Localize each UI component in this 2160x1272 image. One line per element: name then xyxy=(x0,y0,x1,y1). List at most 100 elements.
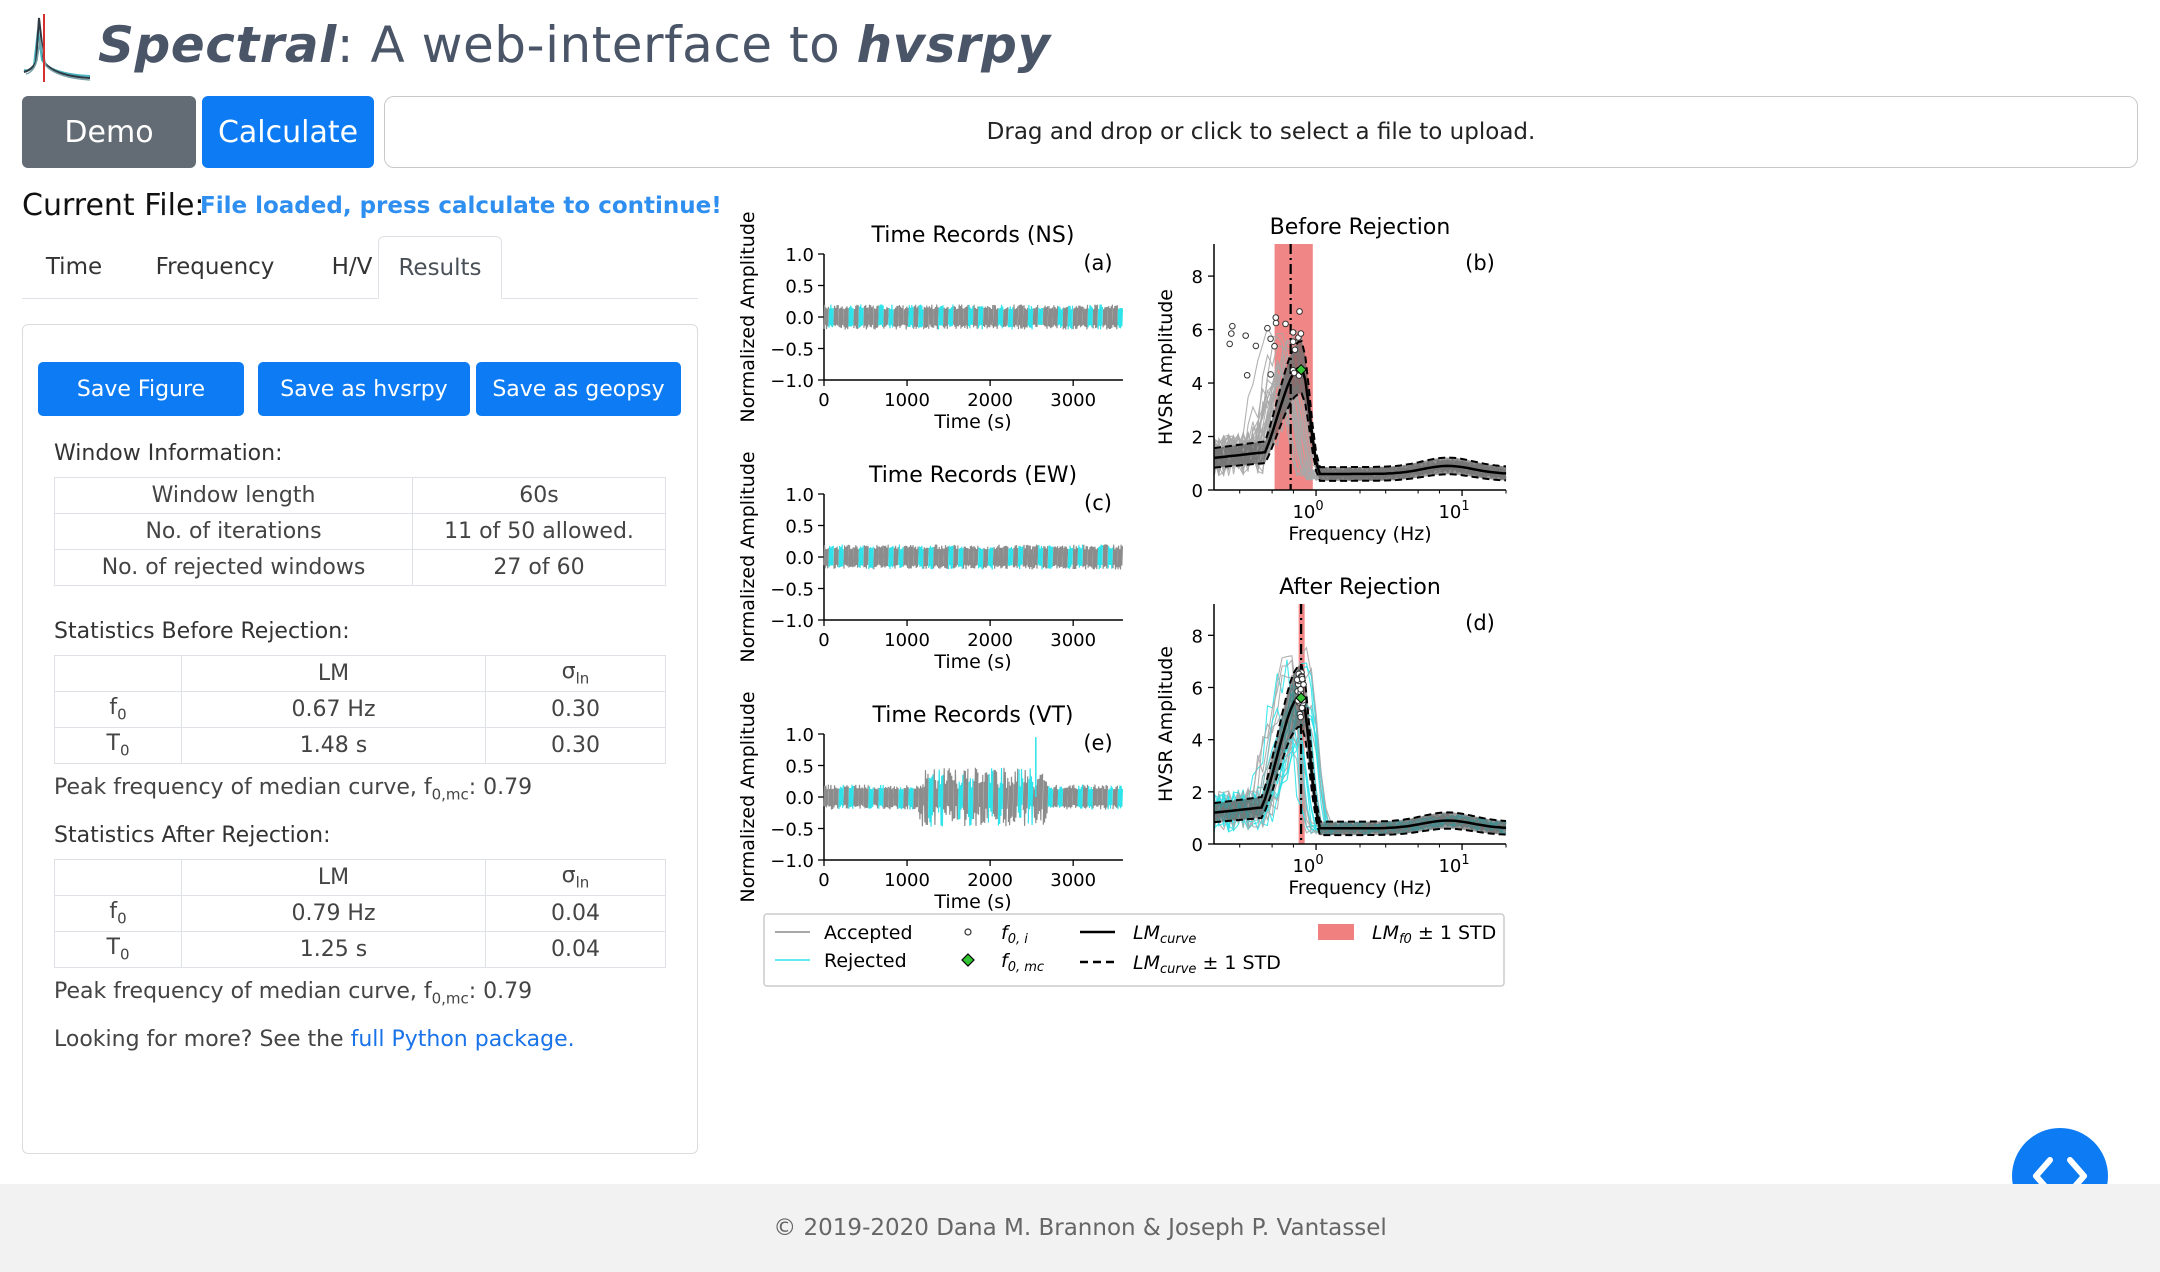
signal-window xyxy=(953,544,959,569)
signal-window xyxy=(888,545,894,569)
y-tick-label: 0.0 xyxy=(785,308,814,329)
f0-i-point xyxy=(1228,330,1235,337)
legend-lm-f0: LMf0 ± 1 STD xyxy=(1372,922,1496,947)
signal-window xyxy=(1067,785,1074,809)
signal-window xyxy=(1072,784,1079,808)
y-tick-label: 1.0 xyxy=(785,245,814,266)
signal-window xyxy=(1047,786,1054,808)
tab-frequency[interactable]: Frequency xyxy=(155,254,275,280)
table-row: No. of rejected windows 27 of 60 xyxy=(54,549,666,586)
signal-window xyxy=(828,304,834,328)
signal-window xyxy=(878,304,884,328)
y-tick-label: 0.5 xyxy=(785,517,814,538)
legend-accepted: Accepted xyxy=(824,922,913,944)
signal-window xyxy=(962,304,969,329)
signal-window xyxy=(923,547,929,569)
signal-window xyxy=(972,545,979,569)
stats-before-table: LM σln f0 0.67 Hz 0.30 T0 1.48 s 0.30 xyxy=(54,655,666,764)
table-cell: 0.67 Hz xyxy=(181,691,486,728)
f0-i-point xyxy=(1229,322,1236,330)
signal-window xyxy=(1032,304,1039,328)
tab-hv[interactable]: H/V xyxy=(331,254,373,280)
signal-window xyxy=(1102,784,1108,810)
signal-window xyxy=(873,545,879,570)
signal-window xyxy=(948,304,954,327)
x-tick-label: 1000 xyxy=(884,630,930,651)
signal-window xyxy=(928,545,934,570)
signal-window xyxy=(828,784,834,810)
table-cell: 0.04 xyxy=(485,895,666,932)
signal-window xyxy=(977,547,984,570)
signal-window xyxy=(1112,305,1118,330)
signal-window xyxy=(878,545,884,568)
signal-window xyxy=(958,774,964,820)
f0-i-point xyxy=(1252,342,1260,350)
table-cell: 11 of 50 allowed. xyxy=(412,513,666,550)
signal-window xyxy=(1022,305,1029,330)
signal-window xyxy=(943,545,949,569)
panel-label: (e) xyxy=(1083,731,1112,755)
y-tick-label: −1.0 xyxy=(770,851,814,872)
x-tick-label: 101 xyxy=(1438,853,1469,877)
signal-window xyxy=(858,304,864,329)
signal-window xyxy=(913,304,919,329)
peak-frequency-before: Peak frequency of median curve, f0,mc: 0… xyxy=(54,775,533,804)
signal-window xyxy=(992,546,999,569)
file-upload-dropzone[interactable]: Drag and drop or click to select a file … xyxy=(384,96,2138,168)
tab-results[interactable]: Results xyxy=(378,236,502,299)
table-cell: Window length xyxy=(54,477,413,514)
signal-window xyxy=(1012,545,1019,569)
table-row: f0 0.67 Hz 0.30 xyxy=(54,691,666,728)
footer: © 2019-2020 Dana M. Brannon & Joseph P. … xyxy=(0,1184,2160,1272)
save-figure-button[interactable]: Save Figure xyxy=(38,362,244,416)
signal-window xyxy=(1027,768,1034,826)
f0-i-point xyxy=(1243,371,1251,379)
python-package-link[interactable]: full Python package. xyxy=(350,1027,575,1052)
panel-label: (c) xyxy=(1084,491,1112,515)
f0-i-point xyxy=(1264,324,1271,332)
signal-window xyxy=(833,785,839,809)
signal-window xyxy=(853,545,859,568)
x-tick-label: 3000 xyxy=(1050,870,1096,891)
y-tick-label: 0 xyxy=(1192,481,1203,502)
table-cell: 60s xyxy=(412,477,666,514)
x-axis-label: Frequency (Hz) xyxy=(1288,523,1431,545)
peak-frequency-after: Peak frequency of median curve, f0,mc: 0… xyxy=(54,979,533,1008)
signal-window xyxy=(1042,305,1049,329)
signal-window xyxy=(863,784,869,809)
signal-window xyxy=(1062,306,1069,330)
signal-window xyxy=(1057,305,1064,329)
calculate-button[interactable]: Calculate xyxy=(202,96,374,168)
y-tick-label: 0.0 xyxy=(785,548,814,569)
signal-window xyxy=(967,304,974,329)
signal-window xyxy=(977,774,984,825)
signal-window xyxy=(1077,784,1084,809)
signal-window xyxy=(1017,545,1024,570)
param-cell: f0 xyxy=(54,691,182,728)
y-tick-label: 4 xyxy=(1192,374,1203,395)
signal-window xyxy=(967,545,974,569)
signal-window xyxy=(1107,545,1113,569)
signal-window xyxy=(1102,544,1108,569)
signal-window xyxy=(962,546,969,570)
signal-window xyxy=(878,784,884,809)
save-geopsy-button[interactable]: Save as geopsy xyxy=(476,362,681,416)
signal-window xyxy=(1097,304,1103,330)
demo-button[interactable]: Demo xyxy=(22,96,196,168)
signal-window xyxy=(898,304,904,328)
tab-time[interactable]: Time xyxy=(45,254,103,280)
save-hvsrpy-button[interactable]: Save as hvsrpy xyxy=(258,362,470,416)
y-tick-label: −0.5 xyxy=(770,820,814,841)
signal-window xyxy=(898,787,904,810)
signal-window xyxy=(893,786,899,809)
x-tick-label: 0 xyxy=(818,630,829,651)
table-cell: 0.04 xyxy=(485,931,666,968)
signal-window xyxy=(933,304,939,330)
f0-i-point xyxy=(1226,340,1233,348)
time-record-panel: Time Records (VT) (e) 1.0 0.5 0.0 −0.5 −1.00 10… xyxy=(737,691,1123,913)
x-tick-label: 100 xyxy=(1292,499,1323,523)
signal-window xyxy=(1047,545,1054,569)
signal-window xyxy=(943,306,949,329)
f0-i-point xyxy=(1267,335,1274,343)
signal-window xyxy=(1057,545,1064,569)
